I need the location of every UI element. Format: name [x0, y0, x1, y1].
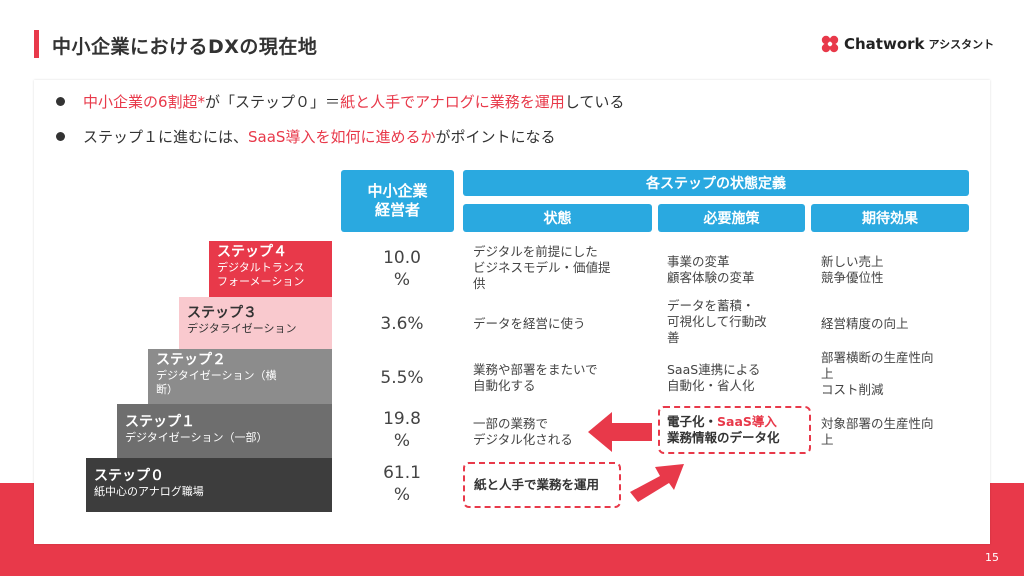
step-4-name: ステップ４	[217, 244, 287, 260]
bullet-2-text-2: がポイントになる	[435, 128, 556, 146]
header-definition: 各ステップの状態定義	[463, 170, 969, 196]
step-3-name: ステップ３	[187, 305, 257, 321]
title-accent-bar	[34, 30, 39, 58]
step-0-desc: 紙中心のアナログ職場	[94, 485, 204, 498]
step-4-state: デジタルを前提にした ビジネスモデル・価値提 供	[473, 244, 611, 291]
bullet-dot-icon	[56, 97, 65, 106]
step-1-block: ステップ１ デジタイゼーション（一部）	[117, 404, 332, 458]
header-measures: 必要施策	[658, 204, 805, 232]
header-state: 状態	[463, 204, 652, 232]
step-1-measure-saas: SaaS導入	[717, 414, 777, 429]
step-4-measure: 事業の変革 顧客体験の変革	[667, 254, 755, 285]
step-0-state-highlight-box	[463, 462, 621, 508]
step-4-desc: デジタルトランス フォーメーション	[217, 261, 305, 288]
step-2-measure: SaaS連携による 自動化・省人化	[667, 362, 761, 393]
step-2-name: ステップ２	[156, 352, 226, 368]
bullet-2-highlight: SaaS導入を如何に進めるか	[248, 128, 436, 146]
bullet-dot-icon	[56, 132, 65, 141]
step-3-desc: デジタライゼーション	[187, 322, 297, 335]
step-2-effect: 部署横断の生産性向 上 コスト削減	[821, 350, 934, 397]
logo-name: Chatwork	[844, 35, 925, 53]
step-2-desc: デジタイゼーション（横 断）	[156, 369, 277, 396]
step-1-measure-line2: 業務情報のデータ化	[667, 430, 780, 445]
step-4-block: ステップ４ デジタルトランス フォーメーション	[209, 241, 332, 297]
step-4-percent: 10.0 %	[383, 248, 421, 290]
step-1-measure: 電子化・SaaS導入 業務情報のデータ化	[667, 414, 780, 446]
bullet-1-text-2: している	[564, 93, 625, 111]
step-1-desc: デジタイゼーション（一部）	[125, 431, 268, 444]
chatwork-logo-icon	[821, 35, 839, 53]
step-1-name: ステップ１	[125, 414, 195, 430]
step-0-percent: 61.1 %	[383, 463, 421, 505]
step-2-block: ステップ２ デジタイゼーション（横 断）	[148, 349, 332, 404]
bullet-1-highlight: 中小企業の6割超*	[83, 93, 206, 111]
header-effect: 期待効果	[811, 204, 969, 232]
step-3-measure: データを蓄積・ 可視化して行動改 善	[667, 298, 767, 345]
step-2-state: 業務や部署をまたいで 自動化する	[473, 362, 598, 393]
step-3-percent: 3.6%	[380, 314, 424, 334]
bullet-1: 中小企業の6割超* が「ステップ０」＝ 紙と人手でアナログに業務を運用 している	[56, 91, 624, 112]
step-1-measure-highlight-box	[658, 406, 811, 454]
page-number: 15	[985, 551, 999, 564]
step-0-block: ステップ０ 紙中心のアナログ職場	[86, 458, 332, 512]
step-3-block: ステップ３ デジタライゼーション	[179, 297, 332, 349]
bullet-2-text: ステップ１に進むには、	[83, 128, 249, 146]
arrow-up-right-icon	[630, 464, 684, 502]
step-1-measure-part1: 電子化・	[667, 414, 718, 429]
header-manager: 中小企業 経営者	[341, 170, 454, 232]
step-2-percent: 5.5%	[380, 368, 424, 388]
step-1-state: 一部の業務で デジタル化される	[473, 416, 573, 447]
bullet-1-highlight-2: 紙と人手でアナログに業務を運用	[340, 93, 565, 111]
step-3-effect: 経営精度の向上	[821, 316, 909, 331]
step-4-effect: 新しい売上 競争優位性	[821, 254, 884, 285]
arrow-left-icon	[588, 412, 652, 452]
bullet-1-text: が「ステップ０」＝	[205, 93, 341, 111]
bullet-2: ステップ１に進むには、 SaaS導入を如何に進めるか がポイントになる	[56, 126, 555, 147]
logo: Chatwork アシスタント	[820, 32, 994, 56]
step-1-percent: 19.8 %	[383, 409, 421, 451]
page-title: 中小企業におけるDXの現在地	[52, 36, 318, 58]
step-0-name: ステップ０	[94, 468, 164, 484]
step-1-effect: 対象部署の生産性向 上	[821, 416, 934, 447]
step-3-state: データを経営に使う	[473, 316, 586, 331]
step-0-state: 紙と人手で業務を運用	[474, 477, 600, 492]
logo-subtitle: アシスタント	[928, 38, 995, 51]
